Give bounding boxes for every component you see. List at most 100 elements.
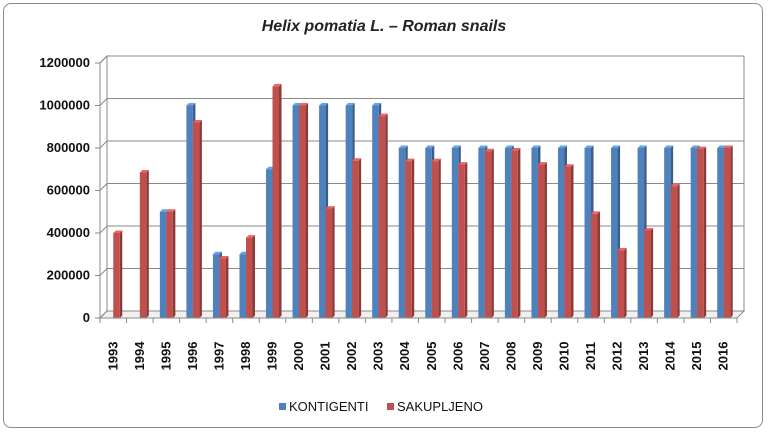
bar-top bbox=[139, 169, 149, 173]
y-tick-label: 1000000 bbox=[39, 98, 90, 113]
bar-face bbox=[398, 148, 406, 318]
bar-top bbox=[352, 158, 362, 161]
bar-side bbox=[332, 206, 335, 318]
legend: KONTIGENTI SAKUPLJENO bbox=[279, 399, 483, 414]
bar-face bbox=[697, 149, 704, 318]
bar-sakupljeno-2016 bbox=[723, 145, 733, 318]
bar-top bbox=[564, 164, 574, 167]
x-tick-label: 1999 bbox=[265, 342, 280, 371]
bar-face bbox=[664, 148, 671, 318]
bar-top bbox=[478, 145, 488, 148]
bar-top bbox=[637, 145, 647, 148]
bar-face bbox=[245, 237, 253, 318]
bar-top bbox=[192, 120, 202, 123]
bar-sakupljeno-2005 bbox=[431, 158, 441, 318]
bar-face bbox=[159, 211, 167, 318]
bar-top bbox=[690, 145, 700, 148]
bar-face bbox=[484, 151, 492, 318]
bar-top bbox=[484, 148, 494, 152]
bar-face bbox=[425, 148, 432, 318]
gridline bbox=[99, 55, 744, 64]
bar-face bbox=[319, 105, 326, 318]
x-tick-label: 1994 bbox=[132, 341, 147, 371]
x-tick-label: 1995 bbox=[158, 342, 173, 371]
bar-side bbox=[252, 235, 255, 318]
bar-face bbox=[192, 122, 200, 318]
legend-label: SAKUPLJENO bbox=[397, 399, 483, 414]
bar-sakupljeno-1999 bbox=[272, 83, 282, 318]
y-tick-label: 200000 bbox=[47, 268, 90, 283]
bar-face bbox=[239, 254, 246, 318]
bar-sakupljeno-1996 bbox=[192, 120, 202, 318]
x-tick-label: 2004 bbox=[397, 341, 412, 371]
x-tick-label: 2015 bbox=[689, 342, 704, 371]
bar-top bbox=[717, 145, 727, 148]
y-tick-label: 1200000 bbox=[39, 55, 90, 70]
bar-sakupljeno-2013 bbox=[644, 227, 654, 318]
bar-sakupljeno-2003 bbox=[378, 113, 388, 318]
bar-sakupljeno-2009 bbox=[537, 162, 547, 318]
bar-top bbox=[425, 145, 435, 148]
bar-face bbox=[478, 148, 485, 318]
bar-side bbox=[385, 113, 388, 318]
bar-face bbox=[537, 164, 545, 318]
bar-face bbox=[113, 233, 120, 318]
bar-sakupljeno-1994 bbox=[139, 169, 149, 318]
bar-face bbox=[219, 258, 226, 318]
chart-title: Helix pomatia L. – Roman snails bbox=[262, 18, 507, 35]
bar-top bbox=[292, 103, 302, 106]
bar-top bbox=[617, 247, 627, 251]
bar-sakupljeno-2010 bbox=[564, 164, 574, 318]
bar-face bbox=[690, 148, 698, 318]
bar-sakupljeno-1997 bbox=[219, 256, 229, 318]
bar-face bbox=[166, 211, 173, 318]
x-tick-label: 1996 bbox=[185, 342, 200, 371]
bar-side bbox=[119, 230, 123, 318]
bar-face bbox=[451, 148, 459, 318]
bar-top bbox=[431, 158, 441, 162]
bar-face bbox=[591, 213, 598, 318]
y-tick-label: 800000 bbox=[47, 140, 90, 155]
legend-swatch bbox=[387, 403, 394, 410]
bar-side bbox=[358, 158, 362, 318]
bar-top bbox=[537, 162, 547, 165]
bar-side bbox=[172, 209, 176, 318]
bar-side bbox=[624, 247, 627, 318]
bar-top bbox=[504, 145, 514, 148]
bars bbox=[113, 83, 733, 318]
x-tick-label: 2012 bbox=[610, 342, 625, 371]
bar-side bbox=[544, 162, 547, 318]
bar-face bbox=[186, 105, 193, 318]
bar-face bbox=[266, 169, 273, 318]
bar-top bbox=[345, 103, 355, 106]
bar-side bbox=[146, 169, 149, 318]
y-tick-label: 0 bbox=[83, 310, 90, 325]
x-tick-label: 2009 bbox=[530, 342, 545, 371]
bar-sakupljeno-2007 bbox=[484, 148, 494, 318]
x-tick-label: 2003 bbox=[371, 342, 386, 371]
bar-face bbox=[617, 250, 625, 318]
x-tick-label: 2002 bbox=[344, 342, 359, 371]
bar-sakupljeno-2015 bbox=[697, 146, 707, 318]
bar-sakupljeno-2012 bbox=[617, 247, 627, 318]
bar-top bbox=[372, 103, 382, 106]
bar-top bbox=[299, 103, 309, 106]
bar-side bbox=[491, 148, 494, 318]
bar-side bbox=[464, 162, 468, 318]
legend-item-kontigenti: KONTIGENTI bbox=[279, 399, 368, 414]
bar-top bbox=[159, 209, 169, 212]
bar-sakupljeno-2004 bbox=[405, 158, 415, 318]
x-tick-label: 1997 bbox=[211, 342, 226, 371]
gridline bbox=[99, 98, 744, 106]
x-axis: 1993 1994 1995 1996 1997 1998 1999 2000 2001 2002… bbox=[99, 317, 738, 371]
bar-top bbox=[723, 145, 733, 148]
bar-sakupljeno-2000 bbox=[299, 103, 309, 318]
bar-face bbox=[431, 161, 439, 318]
bar-side bbox=[438, 158, 441, 318]
bar-sakupljeno-1998 bbox=[245, 235, 255, 318]
x-tick-label: 2014 bbox=[663, 341, 678, 371]
y-tick-label: 400000 bbox=[47, 225, 90, 240]
bar-top bbox=[611, 145, 621, 148]
bar-top bbox=[325, 206, 335, 209]
